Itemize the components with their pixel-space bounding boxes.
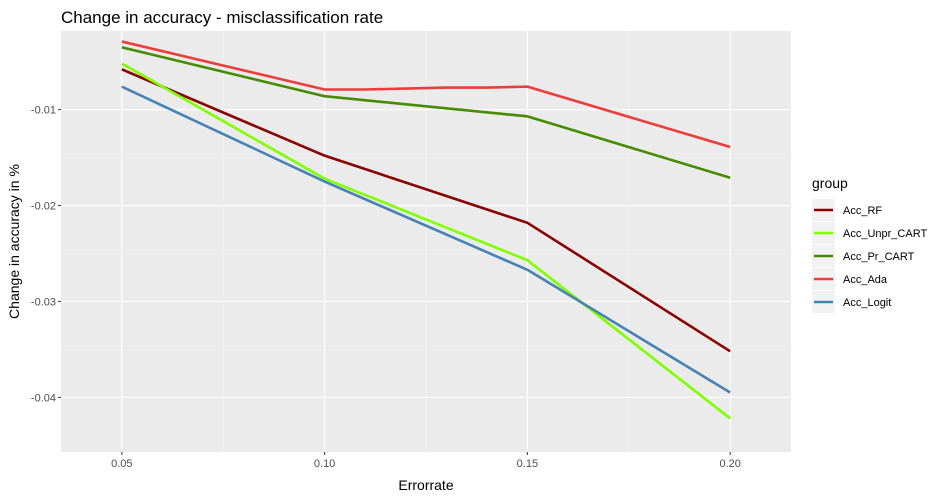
legend-label-acc-pr-cart: Acc_Pr_CART <box>843 251 915 263</box>
series-line-acc-ada <box>121 40 731 149</box>
x-axis-ticks: 0.05 0.10 0.15 0.20 <box>111 452 741 470</box>
y-tick-label: -0.03 <box>31 296 56 308</box>
x-axis-title: Errorrate <box>398 477 453 493</box>
x-tick-label: 0.10 <box>314 458 335 470</box>
series-line-acc-pr-cart <box>121 46 731 179</box>
x-tick-label: 0.05 <box>111 458 132 470</box>
series-line-acc-logit <box>121 85 731 394</box>
legend-label-acc-logit: Acc_Logit <box>843 297 891 309</box>
legend-title: group <box>812 175 848 191</box>
y-axis-title: Change in accuracy in % <box>6 164 22 319</box>
major-gridlines <box>61 31 791 452</box>
legend-label-acc-rf: Acc_RF <box>843 205 882 217</box>
series-lines <box>121 40 731 420</box>
legend-label-acc-unpr-cart: Acc_Unpr_CART <box>843 228 927 240</box>
legend: group Acc_RFAcc_Unpr_CARTAcc_Pr_CARTAcc_… <box>812 175 927 313</box>
chart-title: Change in accuracy - misclassification r… <box>61 8 383 27</box>
y-tick-label: -0.04 <box>31 392 56 404</box>
y-tick-label: -0.02 <box>31 201 56 213</box>
y-axis-ticks: -0.01 -0.02 -0.03 -0.04 <box>31 105 61 404</box>
series-line-acc-unpr-cart <box>121 62 731 420</box>
x-tick-label: 0.20 <box>719 458 740 470</box>
series-line-acc-rf <box>121 68 731 353</box>
minor-gridlines <box>61 31 791 452</box>
legend-label-acc-ada: Acc_Ada <box>843 274 888 286</box>
y-tick-label: -0.01 <box>31 105 56 117</box>
legend-items: Acc_RF Acc_Unpr_CART Acc_Pr_CART Acc_Ada Acc… <box>812 199 927 313</box>
x-tick-label: 0.15 <box>517 458 538 470</box>
